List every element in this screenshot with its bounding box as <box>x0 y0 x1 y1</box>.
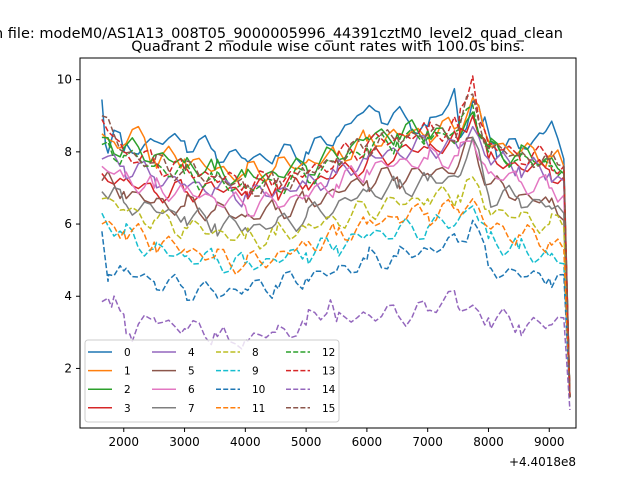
x-tick-label: 5000 <box>291 435 322 449</box>
legend-label-14: 14 <box>322 384 336 396</box>
legend-label-4: 4 <box>188 347 195 359</box>
series-line-9 <box>101 205 571 398</box>
y-tick-label: 6 <box>64 217 72 231</box>
series-layer <box>101 75 571 411</box>
series-line-5 <box>101 136 571 398</box>
y-axis: 2 4 6 8 10 <box>57 73 80 375</box>
legend-label-6: 6 <box>188 384 195 396</box>
series-line-0 <box>101 87 571 398</box>
legend-label-13: 13 <box>322 366 335 378</box>
x-tick-label: 9000 <box>534 435 565 449</box>
y-tick-label: 2 <box>64 361 72 375</box>
x-tick-label: 7000 <box>412 435 443 449</box>
x-axis-offset-label: +4.4018e8 <box>509 455 576 469</box>
x-tick-label: 6000 <box>352 435 383 449</box>
legend-label-10: 10 <box>252 384 265 396</box>
legend-label-3: 3 <box>124 403 131 415</box>
series-line-12 <box>101 104 571 398</box>
x-tick-label: 8000 <box>473 435 504 449</box>
legend-label-2: 2 <box>124 384 131 396</box>
legend-label-0: 0 <box>124 347 131 359</box>
legend-frame <box>84 339 340 423</box>
legend-label-8: 8 <box>252 347 259 359</box>
series-line-11 <box>101 198 571 398</box>
y-tick-label: 10 <box>57 73 72 87</box>
x-axis: 2000 3000 4000 5000 6000 7000 8000 9000 <box>108 428 565 449</box>
axes-frame <box>79 57 577 429</box>
series-line-4 <box>101 125 571 398</box>
series-line-6 <box>101 140 571 398</box>
series-line-7 <box>101 136 571 398</box>
legend-label-1: 1 <box>124 366 131 378</box>
legend-label-9: 9 <box>252 366 259 378</box>
legend-label-5: 5 <box>188 366 195 378</box>
legend-label-12: 12 <box>322 347 335 359</box>
series-line-8 <box>101 176 571 398</box>
plot-area <box>79 57 577 429</box>
legend-label-11: 11 <box>252 403 265 415</box>
legend-label-15: 15 <box>322 403 335 415</box>
figure-suptitle: n file: modeM0/AS1A13_008T05_9000005996_… <box>0 26 563 42</box>
series-line-2 <box>101 111 571 398</box>
x-tick-label: 2000 <box>108 435 139 449</box>
y-tick-label: 8 <box>64 145 72 159</box>
series-line-10 <box>101 219 571 398</box>
series-line-15 <box>101 93 571 398</box>
series-line-14 <box>101 290 571 411</box>
x-tick-label: 4000 <box>230 435 261 449</box>
x-tick-label: 3000 <box>169 435 200 449</box>
y-tick-label: 4 <box>64 289 72 303</box>
chart-title: Quadrant 2 module wise count rates with … <box>131 39 525 55</box>
legend-label-7: 7 <box>188 403 195 415</box>
